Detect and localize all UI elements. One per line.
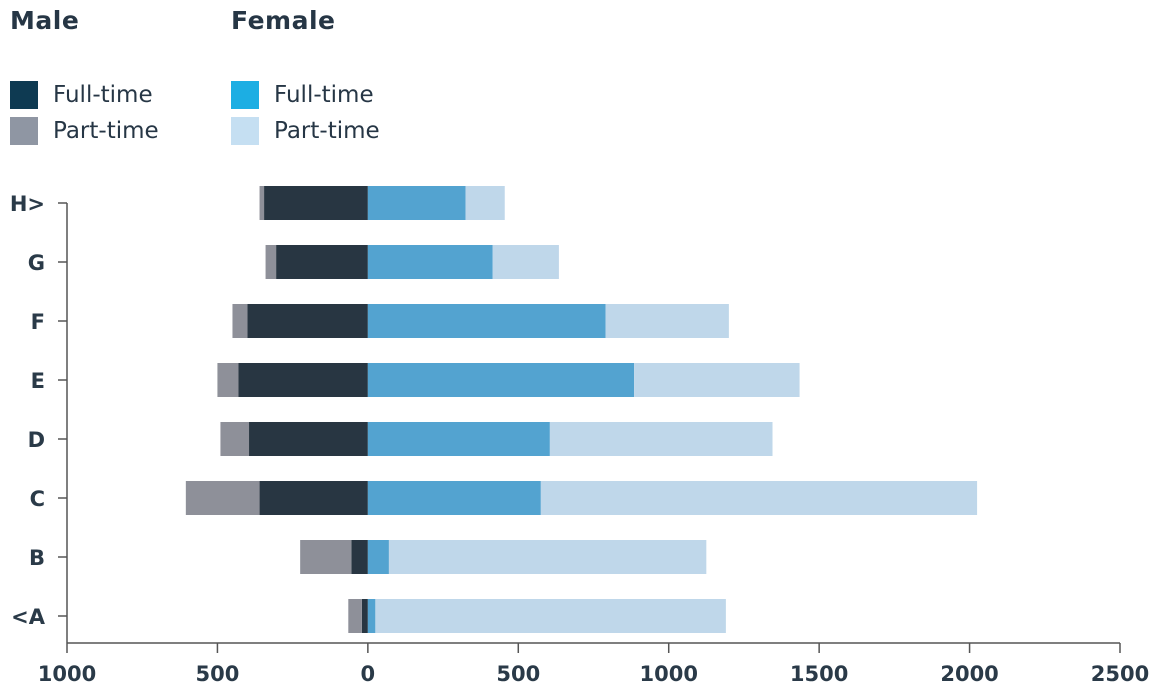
x-tick-label: 500	[496, 662, 540, 686]
bar-female-fulltime	[367, 481, 541, 515]
bar-male-parttime	[217, 363, 239, 397]
x-tick-label: 1000	[38, 662, 96, 686]
legend-item-female-fulltime: Full-time	[231, 77, 380, 113]
bar-male-fulltime	[276, 245, 368, 279]
bar-male-fulltime	[249, 422, 368, 456]
category-label: H>	[10, 192, 45, 216]
category-label: E	[31, 369, 45, 393]
x-tick-label: 2000	[940, 662, 998, 686]
bar-female-parttime	[375, 599, 726, 633]
bar-female-parttime	[388, 540, 707, 574]
bar-male-fulltime	[264, 186, 368, 220]
category-label: D	[28, 428, 45, 452]
legend-item-male-parttime: Part-time	[10, 113, 159, 149]
legend-swatch-female-fulltime	[231, 81, 259, 109]
legend-group-male: Male Full-time Part-time	[10, 6, 159, 149]
bar-female-fulltime	[367, 245, 493, 279]
legend-item-male-fulltime: Full-time	[10, 77, 159, 113]
bar-female-fulltime	[367, 304, 606, 338]
category-label: F	[31, 310, 45, 334]
x-tick-label: 1000	[639, 662, 697, 686]
legend-label-female-parttime: Part-time	[274, 118, 380, 144]
bar-male-fulltime	[259, 481, 368, 515]
legend-title-female: Female	[231, 6, 336, 35]
bar-male-parttime	[259, 186, 265, 220]
bar-female-fulltime	[367, 599, 376, 633]
category-label: <A	[11, 605, 46, 629]
category-label: C	[30, 487, 45, 511]
x-tick-label: 500	[196, 662, 240, 686]
bar-male-fulltime	[361, 599, 368, 633]
bar-female-parttime	[492, 245, 559, 279]
x-tick-label: 0	[361, 662, 376, 686]
bar-female-fulltime	[367, 422, 550, 456]
legend-label-female-fulltime: Full-time	[274, 82, 374, 108]
bar-male-parttime	[265, 245, 277, 279]
legend-swatch-male-fulltime	[10, 81, 38, 109]
bar-male-fulltime	[247, 304, 368, 338]
bar-male-fulltime	[238, 363, 368, 397]
bar-male-parttime	[185, 481, 260, 515]
bar-male-parttime	[348, 599, 362, 633]
bar-female-fulltime	[367, 363, 635, 397]
bar-female-parttime	[549, 422, 773, 456]
bar-male-parttime	[300, 540, 352, 574]
bar-female-parttime	[465, 186, 505, 220]
legend-item-female-parttime: Part-time	[231, 113, 380, 149]
legend-swatch-male-parttime	[10, 117, 38, 145]
bar-female-parttime	[605, 304, 729, 338]
category-label: G	[28, 251, 45, 275]
legend-swatch-female-parttime	[231, 117, 259, 145]
category-label: B	[29, 546, 45, 570]
bar-female-fulltime	[367, 540, 389, 574]
legend-title-male: Male	[10, 6, 80, 35]
bar-male-parttime	[232, 304, 248, 338]
legend-label-male-parttime: Part-time	[53, 118, 159, 144]
x-tick-label: 2500	[1091, 662, 1149, 686]
bar-male-fulltime	[351, 540, 368, 574]
bar-male-parttime	[220, 422, 250, 456]
legend-group-female: Female Full-time Part-time	[231, 6, 380, 149]
bar-female-fulltime	[367, 186, 466, 220]
bar-female-parttime	[540, 481, 978, 515]
bar-female-parttime	[634, 363, 800, 397]
legend-label-male-fulltime: Full-time	[53, 82, 153, 108]
legend: Male Full-time Part-time Female Full-tim…	[0, 0, 1160, 170]
x-tick-label: 1500	[790, 662, 848, 686]
